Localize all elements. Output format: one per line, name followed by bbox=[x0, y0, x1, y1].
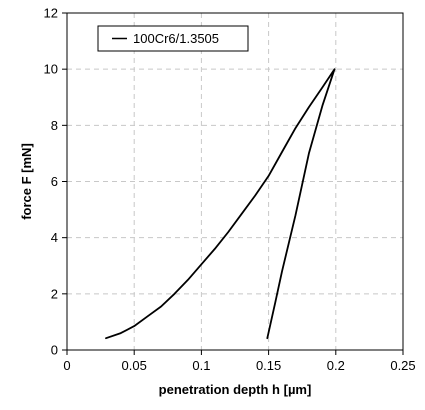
legend-entry-label: 100Cr6/1.3505 bbox=[133, 31, 219, 46]
legend: 100Cr6/1.3505 bbox=[97, 25, 249, 52]
y-tick-label: 6 bbox=[51, 174, 58, 189]
x-tick-label: 0.1 bbox=[192, 358, 210, 373]
plot-frame bbox=[66, 12, 404, 351]
series-layer bbox=[105, 68, 336, 340]
x-tick-label: 0.2 bbox=[327, 358, 345, 373]
tick-layer: 0 0.05 0.1 0.15 0.2 0.25 0 2 4 6 8 10 12 bbox=[44, 6, 416, 374]
y-tick-label: 10 bbox=[44, 62, 58, 77]
y-tick-label: 0 bbox=[51, 343, 58, 358]
y-tick-label: 4 bbox=[51, 230, 58, 245]
y-tick-label: 2 bbox=[51, 286, 58, 301]
y-tick-label: 12 bbox=[44, 6, 58, 21]
x-tick-label: 0.25 bbox=[390, 358, 415, 373]
grid-layer bbox=[67, 13, 403, 350]
y-axis-title: force F [mN] bbox=[19, 143, 34, 220]
y-tick-label: 8 bbox=[51, 118, 58, 133]
x-tick-label: 0 bbox=[63, 358, 70, 373]
x-tick-label: 0.15 bbox=[256, 358, 281, 373]
x-axis-title: penetration depth h [µm] bbox=[159, 382, 312, 397]
x-tick-label: 0.05 bbox=[122, 358, 147, 373]
series-line bbox=[105, 68, 336, 340]
